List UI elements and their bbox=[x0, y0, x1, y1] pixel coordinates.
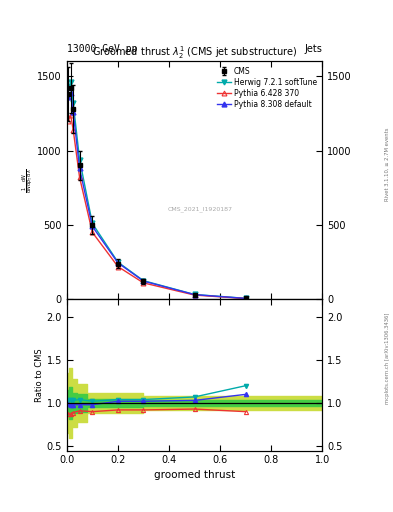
Pythia 8.308 default bbox=[141, 278, 146, 284]
Text: Rivet 3.1.10, ≥ 2.7M events: Rivet 3.1.10, ≥ 2.7M events bbox=[385, 127, 389, 201]
Text: mcplots.cern.ch [arXiv:1306.3436]: mcplots.cern.ch [arXiv:1306.3436] bbox=[385, 313, 389, 404]
Herwig 7.2.1 softTune bbox=[116, 259, 120, 265]
Pythia 6.428 370 bbox=[71, 127, 75, 133]
Pythia 6.428 370 bbox=[90, 229, 95, 236]
Herwig 7.2.1 softTune bbox=[66, 85, 70, 91]
Pythia 8.308 default bbox=[77, 165, 82, 172]
Line: Pythia 8.308 default: Pythia 8.308 default bbox=[66, 90, 248, 301]
Pythia 8.308 default bbox=[243, 295, 248, 302]
Y-axis label: Ratio to CMS: Ratio to CMS bbox=[35, 348, 44, 402]
Line: Herwig 7.2.1 softTune: Herwig 7.2.1 softTune bbox=[66, 80, 248, 301]
Pythia 6.428 370 bbox=[68, 112, 73, 118]
Pythia 8.308 default bbox=[66, 94, 70, 100]
Herwig 7.2.1 softTune bbox=[77, 157, 82, 163]
Herwig 7.2.1 softTune bbox=[141, 278, 146, 284]
Pythia 8.308 default bbox=[90, 223, 95, 229]
Line: Pythia 6.428 370: Pythia 6.428 370 bbox=[66, 113, 248, 301]
Pythia 6.428 370 bbox=[243, 295, 248, 302]
Pythia 8.308 default bbox=[68, 90, 73, 96]
Text: Jets: Jets bbox=[305, 44, 322, 54]
Title: Groomed thrust $\lambda_2^1$ (CMS jet substructure): Groomed thrust $\lambda_2^1$ (CMS jet su… bbox=[92, 45, 297, 61]
Pythia 6.428 370 bbox=[141, 280, 146, 286]
Pythia 6.428 370 bbox=[77, 174, 82, 180]
Legend: CMS, Herwig 7.2.1 softTune, Pythia 6.428 370, Pythia 8.308 default: CMS, Herwig 7.2.1 softTune, Pythia 6.428… bbox=[214, 63, 320, 112]
Text: 13000 GeV pp: 13000 GeV pp bbox=[67, 44, 137, 54]
Herwig 7.2.1 softTune bbox=[71, 100, 75, 106]
Pythia 6.428 370 bbox=[116, 264, 120, 270]
Y-axis label: $\frac{1}{\mathrm{d}N}\frac{\mathrm{d}N}{\mathrm{d}p_\mathrm{T}\,\mathrm{d}\lamb: $\frac{1}{\mathrm{d}N}\frac{\mathrm{d}N}… bbox=[20, 168, 36, 193]
Text: CMS_2021_I1920187: CMS_2021_I1920187 bbox=[167, 206, 232, 212]
X-axis label: groomed thrust: groomed thrust bbox=[154, 470, 235, 480]
Pythia 8.308 default bbox=[71, 109, 75, 115]
Herwig 7.2.1 softTune bbox=[192, 291, 197, 297]
Herwig 7.2.1 softTune bbox=[90, 220, 95, 226]
Herwig 7.2.1 softTune bbox=[68, 79, 73, 86]
Herwig 7.2.1 softTune bbox=[243, 295, 248, 302]
Pythia 8.308 default bbox=[116, 260, 120, 266]
Pythia 8.308 default bbox=[192, 291, 197, 297]
Pythia 6.428 370 bbox=[66, 118, 70, 124]
Pythia 6.428 370 bbox=[192, 292, 197, 298]
